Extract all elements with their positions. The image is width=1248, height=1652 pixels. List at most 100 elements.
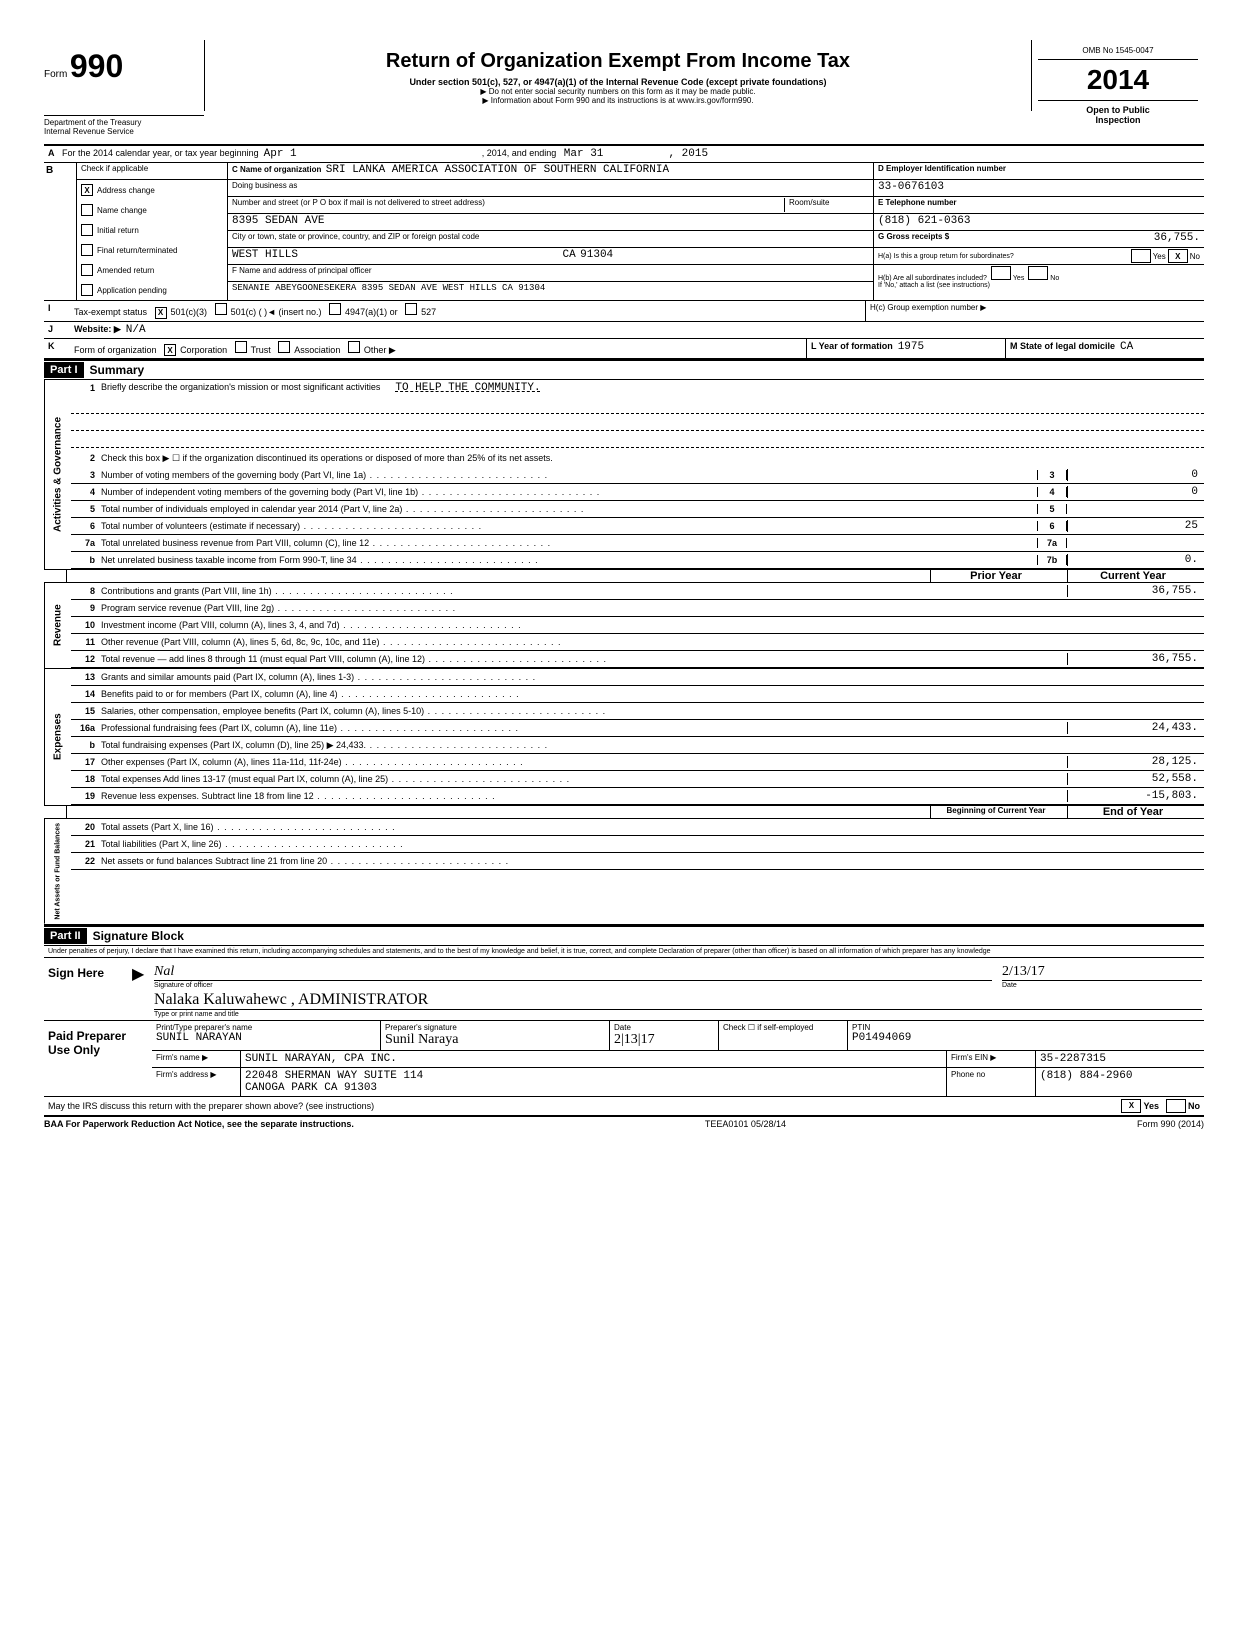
checkbox-icon[interactable] — [81, 224, 93, 236]
data-line: 19Revenue less expenses. Subtract line 1… — [71, 788, 1204, 805]
addr-label: Number and street (or P O box if mail is… — [232, 198, 784, 212]
baa-notice: BAA For Paperwork Reduction Act Notice, … — [44, 1119, 354, 1129]
data-line: 8Contributions and grants (Part VIII, li… — [71, 583, 1204, 600]
netassets-columns-header: Beginning of Current Year End of Year — [44, 806, 1204, 819]
data-line: 12Total revenue — add lines 8 through 11… — [71, 651, 1204, 668]
hb-note: If 'No,' attach a list (see instructions… — [878, 282, 990, 289]
527-checkbox[interactable] — [405, 303, 417, 315]
prior-year-header: Prior Year — [930, 570, 1067, 582]
year-columns-header: Prior Year Current Year — [44, 570, 1204, 583]
line-a: A For the 2014 calendar year, or tax yea… — [44, 146, 1204, 163]
ha-no[interactable]: X — [1168, 249, 1188, 263]
phone-label: E Telephone number — [878, 198, 957, 207]
data-line: bTotal fundraising expenses (Part IX, co… — [71, 737, 1204, 754]
city-label: City or town, state or province, country… — [228, 231, 873, 248]
discuss-no[interactable] — [1166, 1099, 1186, 1113]
corp-checkbox[interactable]: X — [164, 344, 176, 356]
line-a-mid: , 2014, and ending — [482, 148, 557, 158]
website: N/A — [126, 324, 146, 336]
inspection: Inspection — [1095, 115, 1140, 125]
zip: 91304 — [580, 249, 613, 261]
checkbox-icon[interactable] — [81, 284, 93, 296]
checkbox-icon[interactable]: X — [81, 184, 93, 196]
assoc-checkbox[interactable] — [278, 341, 290, 353]
data-line: 22Net assets or fund balances Subtract l… — [71, 853, 1204, 870]
officer-info: SENANIE ABEYGOONESEKERA 8395 SEDAN AVE W… — [232, 283, 545, 293]
begin-year-header: Beginning of Current Year — [930, 806, 1067, 818]
data-line: 15Salaries, other compensation, employee… — [71, 703, 1204, 720]
current-year-header: Current Year — [1067, 570, 1204, 582]
dashed-line — [71, 433, 1204, 448]
note-info: ▶ Information about Form 990 and its ins… — [215, 96, 1021, 105]
form-footer: Form 990 (2014) — [1137, 1119, 1204, 1129]
check-address-change[interactable]: XAddress change — [77, 180, 227, 200]
title-block: Return of Organization Exempt From Incom… — [204, 40, 1032, 111]
netassets-section: Net Assets or Fund Balances 20Total asse… — [44, 819, 1204, 926]
gov-line: 3Number of voting members of the governi… — [71, 467, 1204, 484]
501c3-checkbox[interactable]: X — [155, 307, 167, 319]
hb-yes[interactable] — [991, 266, 1011, 280]
discuss-row: May the IRS discuss this return with the… — [44, 1097, 1204, 1117]
firm-name: SUNIL NARAYAN, CPA INC. — [245, 1053, 397, 1065]
paid-preparer-section: Paid Preparer Use Only Print/Type prepar… — [44, 1021, 1204, 1097]
check-amended[interactable]: Amended return — [77, 260, 227, 280]
revenue-section: Revenue 8Contributions and grants (Part … — [44, 583, 1204, 669]
gov-line: bNet unrelated business taxable income f… — [71, 552, 1204, 569]
form-header: Form 990 Department of the Treasury Inte… — [44, 40, 1204, 146]
data-line: 13Grants and similar amounts paid (Part … — [71, 669, 1204, 686]
checkbox-icon[interactable] — [81, 204, 93, 216]
hb-no[interactable] — [1028, 266, 1048, 280]
check-initial-return[interactable]: Initial return — [77, 220, 227, 240]
netassets-label: Net Assets or Fund Balances — [44, 819, 71, 924]
part-2-header: Part II Signature Block — [44, 926, 1204, 946]
ha-label: H(a) Is this a group return for subordin… — [878, 253, 1129, 260]
state-domicile: CA — [1120, 341, 1133, 353]
line-a-prefix: For the 2014 calendar year, or tax year … — [62, 148, 259, 158]
ha-yes[interactable] — [1131, 249, 1151, 263]
501c-checkbox[interactable] — [215, 303, 227, 315]
check-application-pending[interactable]: Application pending — [77, 280, 227, 300]
dashed-line — [71, 416, 1204, 431]
governance-label: Activities & Governance — [44, 380, 71, 569]
trust-checkbox[interactable] — [235, 341, 247, 353]
center-column: C Name of organization SRI LANKA AMERICA… — [228, 163, 874, 300]
discuss-yes[interactable]: X — [1121, 1099, 1141, 1113]
form-number-block: Form 990 Department of the Treasury Inte… — [44, 40, 204, 144]
firm-ein: 35-2287315 — [1040, 1053, 1106, 1065]
officer-signature-line[interactable]: Nal — [154, 960, 992, 981]
street-address: 8395 SEDAN AVE — [232, 215, 324, 227]
part-1-header: Part I Summary — [44, 360, 1204, 380]
firm-address: 22048 SHERMAN WAY SUITE 114 — [245, 1070, 423, 1082]
col-b-label: B — [44, 163, 77, 300]
note-ssn: ▶ Do not enter social security numbers o… — [215, 87, 1021, 96]
dba-label: Doing business as — [228, 180, 873, 197]
check-final-return[interactable]: Final return/terminated — [77, 240, 227, 260]
check-name-change[interactable]: Name change — [77, 200, 227, 220]
firm-phone: (818) 884-2960 — [1040, 1070, 1132, 1082]
form-title: Return of Organization Exempt From Incom… — [215, 50, 1021, 73]
self-employed-check[interactable]: Check ☐ if self-employed — [719, 1021, 848, 1051]
tax-year-begin: Apr 1 — [264, 148, 297, 160]
gov-line: 5Total number of individuals employed in… — [71, 501, 1204, 518]
date-line[interactable]: 2/13/17 — [1002, 960, 1202, 981]
arrow-icon: ▶ — [132, 958, 152, 1020]
dashed-line — [71, 399, 1204, 414]
org-name: SRI LANKA AMERICA ASSOCIATION OF SOUTHER… — [326, 164, 669, 176]
name-title-line[interactable]: Nalaka Kaluwahewc , ADMINISTRATOR — [154, 989, 1202, 1010]
footer: BAA For Paperwork Reduction Act Notice, … — [44, 1117, 1204, 1131]
prep-date: 2|13|17 — [614, 1032, 655, 1047]
checkbox-icon[interactable] — [81, 244, 93, 256]
data-line: 21Total liabilities (Part X, line 26) — [71, 836, 1204, 853]
tax-year-end-month: Mar 31 — [564, 148, 604, 160]
other-checkbox[interactable] — [348, 341, 360, 353]
checkbox-icon[interactable] — [81, 264, 93, 276]
data-line: 11Other revenue (Part VIII, column (A), … — [71, 634, 1204, 651]
check-header: Check if applicable — [77, 163, 227, 180]
ptin: P01494069 — [852, 1032, 911, 1044]
perjury-statement: Under penalties of perjury, I declare th… — [44, 946, 1204, 958]
4947-checkbox[interactable] — [329, 303, 341, 315]
data-line: 10Investment income (Part VIII, column (… — [71, 617, 1204, 634]
sign-here-row: Sign Here ▶ Nal Signature of officer 2/1… — [44, 958, 1204, 1021]
tax-year-end-year: , 2015 — [668, 148, 708, 160]
check-column: Check if applicable XAddress change Name… — [77, 163, 228, 300]
